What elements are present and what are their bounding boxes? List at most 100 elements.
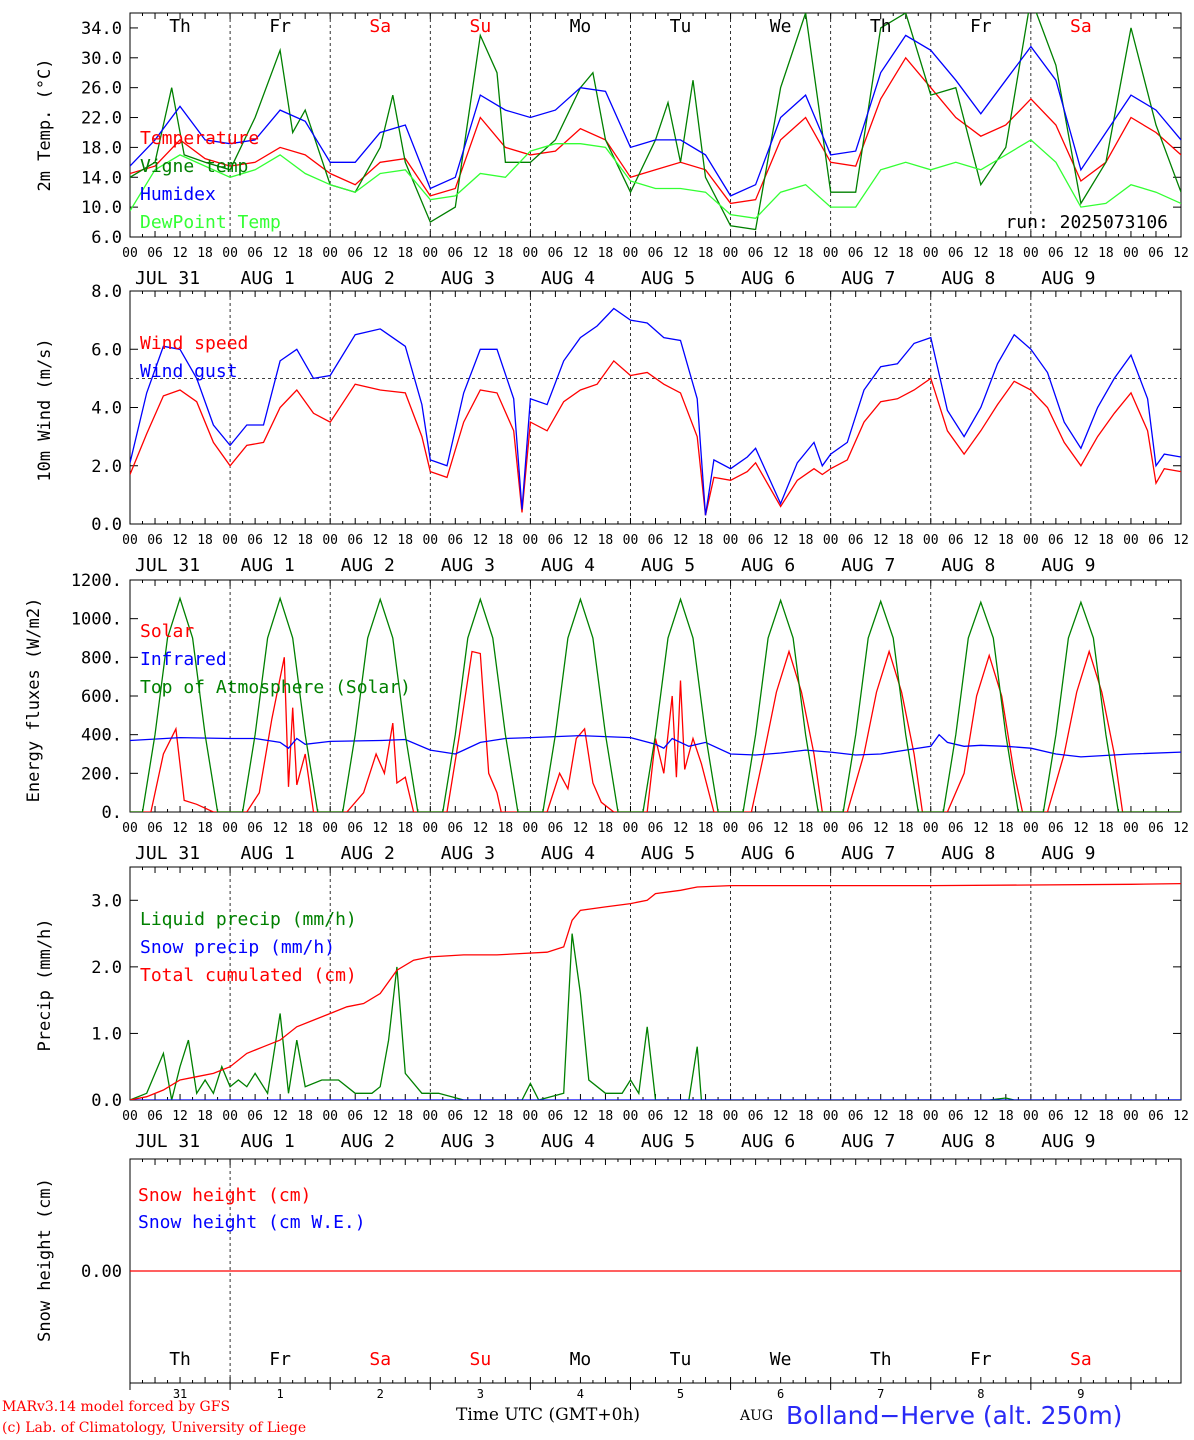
- hour-tick-label: 12: [873, 1109, 889, 1124]
- hour-tick-label: 12: [372, 821, 388, 836]
- hour-tick-label: 00: [923, 533, 939, 548]
- hour-tick-label: 18: [798, 821, 814, 836]
- hour-tick-label: 06: [447, 821, 463, 836]
- hour-tick-label: 06: [548, 533, 564, 548]
- hour-tick-label: 06: [748, 1109, 764, 1124]
- day-number: 4: [577, 1387, 584, 1401]
- hour-tick-label: 12: [272, 1109, 288, 1124]
- time-axis-label: Time UTC (GMT+0h): [456, 1405, 641, 1425]
- hour-tick-label: 12: [773, 1109, 789, 1124]
- y-tick-label: 26.0: [81, 79, 122, 99]
- day-name-top: Tu: [670, 16, 692, 37]
- hour-tick-label: 12: [773, 821, 789, 836]
- hour-tick-label: 18: [1098, 246, 1114, 261]
- hour-tick-label: 00: [623, 1109, 639, 1124]
- day-name-top: Mo: [570, 16, 592, 37]
- legend-entry: Vigne temp: [140, 156, 248, 177]
- hour-tick-label: 00: [823, 821, 839, 836]
- hour-tick-label: 18: [698, 1109, 714, 1124]
- day-number: 3: [477, 1387, 484, 1401]
- date-label: AUG 5: [641, 555, 695, 576]
- legend-entry: Infrared: [140, 649, 227, 670]
- date-label: AUG 1: [241, 268, 295, 289]
- y-tick-label: 14.0: [81, 168, 122, 188]
- y-tick-label: 2.0: [91, 958, 122, 978]
- date-label: AUG 7: [841, 268, 895, 289]
- date-label: AUG 5: [641, 268, 695, 289]
- hour-tick-label: 12: [272, 821, 288, 836]
- hour-tick-label: 00: [122, 246, 138, 261]
- hour-tick-label: 00: [723, 1109, 739, 1124]
- hour-tick-label: 18: [598, 1109, 614, 1124]
- legend-entry: Top of Atmosphere (Solar): [140, 677, 411, 698]
- hour-tick-label: 18: [998, 821, 1014, 836]
- hour-tick-label: 18: [197, 246, 213, 261]
- y-axis-label: Snow height (cm): [35, 1178, 55, 1342]
- hour-tick-label: 12: [172, 1109, 188, 1124]
- hour-tick-label: 18: [898, 1109, 914, 1124]
- date-label: AUG 7: [841, 843, 895, 864]
- legend-entry: Temperature: [140, 128, 259, 149]
- hour-tick-label: 00: [222, 533, 238, 548]
- y-tick-label: 800.: [81, 648, 122, 668]
- y-axis-label: Energy fluxes (W/m2): [24, 598, 44, 803]
- date-label: JUL 31: [135, 1131, 200, 1152]
- hour-tick-label: 18: [297, 246, 313, 261]
- date-label: AUG 3: [441, 268, 495, 289]
- hour-tick-label: 00: [1023, 246, 1039, 261]
- date-label: AUG 6: [741, 1131, 795, 1152]
- hour-tick-label: 18: [698, 533, 714, 548]
- hour-tick-label: 12: [573, 533, 589, 548]
- hour-tick-label: 00: [422, 533, 438, 548]
- hour-tick-label: 00: [523, 533, 539, 548]
- hour-tick-label: 00: [723, 533, 739, 548]
- day-number: 7: [877, 1387, 884, 1401]
- hour-tick-label: 12: [1173, 246, 1189, 261]
- y-tick-label: 3.0: [91, 891, 122, 911]
- hour-tick-label: 12: [1073, 1109, 1089, 1124]
- hour-tick-label: 00: [523, 821, 539, 836]
- day-name-top: Th: [169, 16, 191, 37]
- hour-tick-label: 06: [347, 821, 363, 836]
- y-tick-label: 600.: [81, 687, 122, 707]
- hour-tick-label: 06: [948, 533, 964, 548]
- day-name-bottom: We: [770, 1349, 792, 1370]
- hour-tick-label: 06: [147, 533, 163, 548]
- day-name-bottom: Sa: [1070, 1349, 1092, 1370]
- hour-tick-label: 06: [247, 533, 263, 548]
- hour-tick-label: 12: [573, 1109, 589, 1124]
- legend-entry: Liquid precip (mm/h): [140, 909, 357, 930]
- y-tick-label: 34.0: [81, 19, 122, 39]
- day-number: 5: [677, 1387, 684, 1401]
- day-number: 31: [173, 1387, 187, 1401]
- legend-entry: DewPoint Temp: [140, 212, 281, 233]
- legend-entry: Snow height (cm W.E.): [138, 1212, 366, 1233]
- hour-tick-label: 12: [573, 246, 589, 261]
- hour-tick-label: 18: [598, 246, 614, 261]
- y-tick-label: 1.0: [91, 1024, 122, 1044]
- hour-tick-label: 12: [773, 246, 789, 261]
- hour-tick-label: 18: [798, 1109, 814, 1124]
- y-tick-label: 22.0: [81, 109, 122, 129]
- hour-tick-label: 18: [998, 533, 1014, 548]
- hour-tick-label: 06: [948, 246, 964, 261]
- hour-tick-label: 00: [523, 1109, 539, 1124]
- hour-tick-label: 18: [397, 821, 413, 836]
- hour-tick-label: 00: [1123, 246, 1139, 261]
- day-name-top: We: [770, 16, 792, 37]
- hour-tick-label: 06: [548, 821, 564, 836]
- y-tick-label: 0.: [102, 803, 122, 823]
- hour-tick-label: 00: [422, 821, 438, 836]
- day-name-bottom: Sa: [369, 1349, 391, 1370]
- hour-tick-label: 06: [848, 821, 864, 836]
- date-label: AUG 3: [441, 843, 495, 864]
- hour-tick-label: 06: [347, 533, 363, 548]
- hour-tick-label: 18: [698, 821, 714, 836]
- series-line-liquid-precip-mm-h-: [130, 933, 1181, 1100]
- hour-tick-label: 12: [473, 821, 489, 836]
- date-label: AUG 3: [441, 555, 495, 576]
- day-number: 1: [277, 1387, 284, 1401]
- hour-tick-label: 18: [498, 246, 514, 261]
- hour-tick-label: 12: [172, 821, 188, 836]
- series-line-wind-gust: [130, 307, 1181, 516]
